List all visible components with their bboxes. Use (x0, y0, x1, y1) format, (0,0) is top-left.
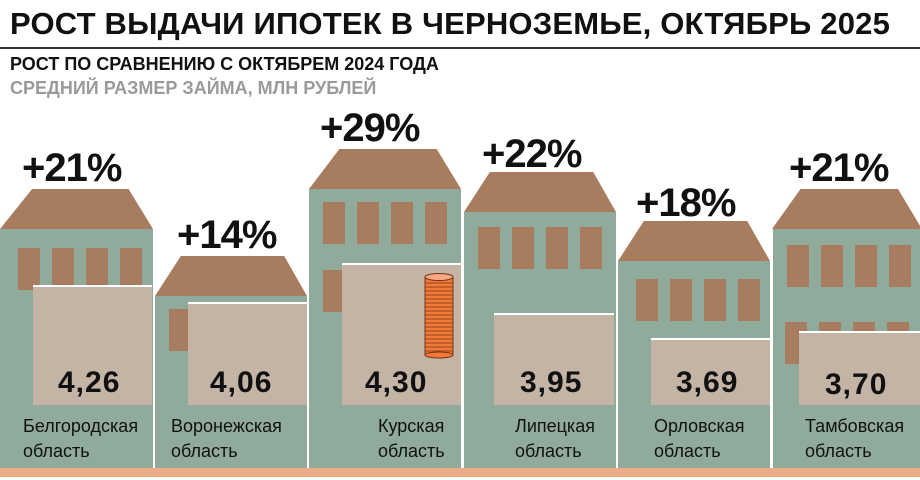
subtitle-loan: СРЕДНИЙ РАЗМЕР ЗАЙМА, МЛН РУБЛЕЙ (10, 78, 377, 98)
region-name: Курская (378, 416, 445, 436)
loan-value: 3,95 (520, 366, 583, 399)
loan-value: 3,69 (676, 366, 739, 399)
region-name: Липецкая (515, 416, 595, 436)
region-type: область (805, 441, 872, 461)
growth-value: +22% (482, 132, 582, 176)
loan-value: 3,70 (825, 368, 888, 401)
loan-panel (799, 331, 920, 405)
window (670, 279, 692, 321)
window (580, 227, 602, 269)
region-type: область (23, 441, 90, 461)
window (546, 227, 568, 269)
loan-value: 4,26 (58, 366, 121, 399)
window (169, 309, 191, 351)
loan-panel (494, 313, 614, 405)
window (52, 248, 74, 290)
window (120, 248, 142, 290)
window (323, 202, 345, 244)
title-divider (0, 47, 920, 49)
coin-stack-icon (424, 273, 454, 359)
window (425, 202, 447, 244)
window (86, 248, 108, 290)
region-label: Орловская область (654, 414, 745, 464)
region-label: Курская область (378, 414, 445, 464)
roof (772, 189, 920, 229)
region-label: Воронежская область (171, 414, 282, 464)
window (821, 245, 843, 287)
window (18, 248, 40, 290)
growth-value: +21% (789, 146, 889, 190)
window (478, 227, 500, 269)
loan-panel (33, 285, 152, 405)
chart-title: РОСТ ВЫДАЧИ ИПОТЕК В ЧЕРНОЗЕМЬЕ, ОКТЯБРЬ… (10, 6, 891, 41)
growth-value: +29% (320, 106, 420, 150)
roof (0, 189, 153, 229)
ground-strip (0, 468, 920, 477)
region-name: Белгородская (23, 416, 139, 436)
roof (464, 172, 616, 212)
subtitle-growth: РОСТ ПО СРАВНЕНИЮ С ОКТЯБРЕМ 2024 ГОДА (10, 54, 439, 74)
region-name: Тамбовская (805, 416, 905, 436)
region-name: Воронежская (171, 416, 282, 436)
window (391, 202, 413, 244)
loan-panel (188, 302, 307, 405)
region-label: Липецкая область (515, 414, 595, 464)
window (787, 245, 809, 287)
loan-value: 4,30 (365, 366, 428, 399)
roof (309, 149, 461, 189)
region-label: Тамбовская область (805, 414, 904, 464)
window (704, 279, 726, 321)
loan-panel (651, 338, 770, 405)
loan-value: 4,06 (210, 366, 273, 399)
window (512, 227, 534, 269)
roof (618, 221, 770, 261)
window (855, 245, 877, 287)
region-type: область (378, 441, 445, 461)
window (357, 202, 379, 244)
region-type: область (654, 441, 721, 461)
region-type: область (515, 441, 582, 461)
region-name: Орловская (654, 416, 745, 436)
window (738, 279, 760, 321)
growth-value: +14% (177, 213, 277, 257)
growth-value: +18% (636, 181, 736, 225)
window (323, 270, 345, 312)
window (889, 245, 911, 287)
roof (155, 256, 307, 296)
region-type: область (171, 441, 238, 461)
region-label: Белгородская область (23, 414, 138, 464)
growth-value: +21% (22, 146, 122, 190)
window (636, 279, 658, 321)
